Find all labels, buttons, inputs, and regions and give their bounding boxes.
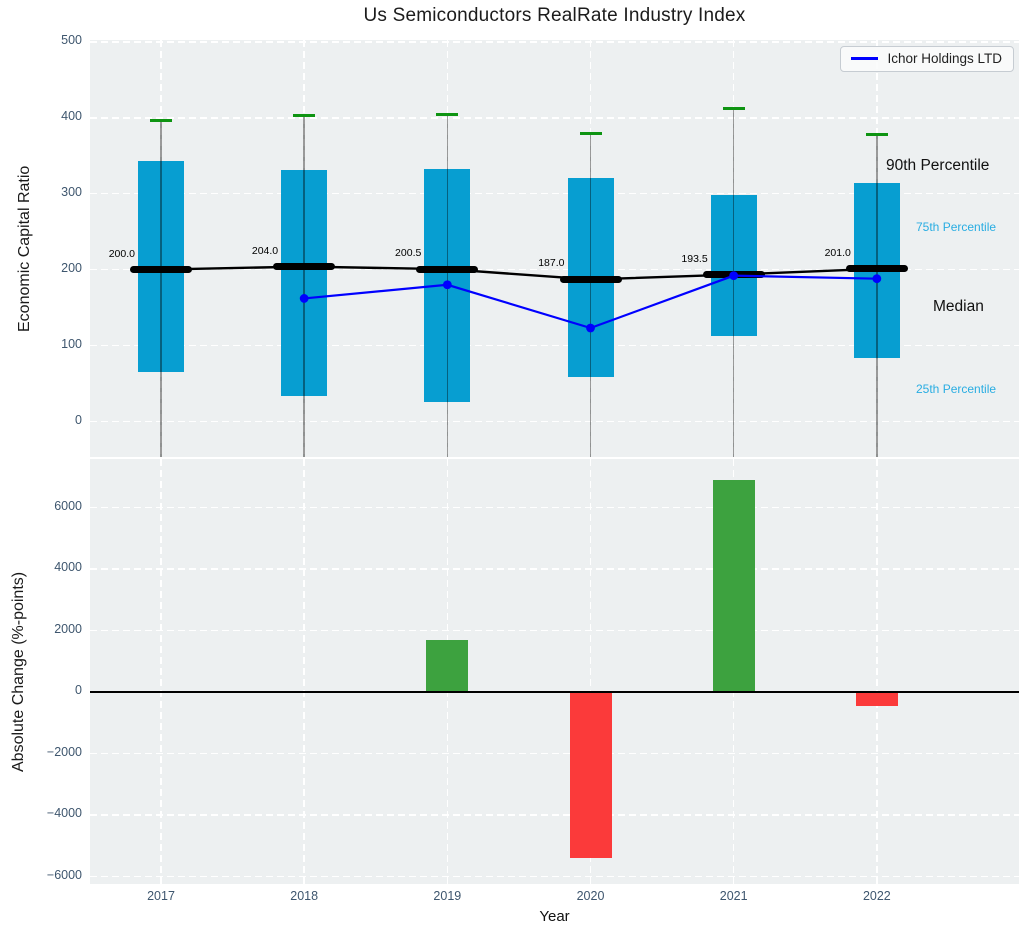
change-bar-2022 <box>855 691 898 706</box>
h-gridline <box>90 344 1019 347</box>
x-tick-label-2017: 2017 <box>147 889 175 903</box>
annotation-25th-percentile: 25th Percentile <box>916 382 997 396</box>
x-tick-label-2018: 2018 <box>290 889 319 903</box>
top-y-axis-title: Economic Capital Ratio <box>16 165 33 332</box>
zero-line <box>90 691 1019 693</box>
h-gridline <box>90 193 1019 195</box>
h-gridline <box>90 752 1019 755</box>
x-tick-label-2022: 2022 <box>862 889 891 903</box>
median-value-label-2021: 193.5 <box>681 252 708 265</box>
x-tick-label-2021: 2021 <box>719 889 748 903</box>
y-tick-label: −2000 <box>46 744 82 759</box>
h-gridline <box>90 629 1019 632</box>
y-tick-label: 100 <box>61 336 82 351</box>
h-gridline <box>90 875 1019 878</box>
p90-cap-2019 <box>436 112 459 116</box>
whisker-2020 <box>589 133 592 457</box>
median-value-label-2020: 187.0 <box>538 257 565 270</box>
p90-cap-2018 <box>293 114 316 118</box>
y-tick-label: 4000 <box>54 560 82 575</box>
change-bar-2019 <box>426 639 469 692</box>
y-tick-label: 200 <box>61 261 82 276</box>
p90-cap-2021 <box>722 107 745 111</box>
p90-cap-2017 <box>150 118 172 122</box>
whisker-2018 <box>303 115 305 457</box>
y-tick-label: 300 <box>61 185 82 200</box>
y-tick-label: −4000 <box>46 806 82 821</box>
legend-label: Ichor Holdings LTD <box>887 51 1002 66</box>
h-gridline <box>90 420 1019 423</box>
median-value-label-2017: 200.0 <box>108 247 135 260</box>
median-value-label-2022: 201.0 <box>824 246 851 259</box>
y-tick-label: 0 <box>75 683 82 698</box>
x-tick-label-2019: 2019 <box>433 889 462 903</box>
chart-title: Us Semiconductors RealRate Industry Inde… <box>363 5 746 26</box>
y-tick-label: 2000 <box>54 621 82 636</box>
v-gridline <box>876 459 878 884</box>
top-panel-boxplot: Ichor Holdings LTD 90th Percentile 75th … <box>90 40 1019 457</box>
company-line <box>304 274 877 330</box>
y-tick-label: 6000 <box>54 498 82 513</box>
company-point <box>729 271 739 281</box>
legend: Ichor Holdings LTD <box>840 46 1014 72</box>
h-gridline <box>90 814 1019 816</box>
v-gridline <box>160 459 162 884</box>
whisker-2017 <box>160 120 162 457</box>
h-gridline <box>90 41 1019 43</box>
annotation-90th-percentile: 90th Percentile <box>886 157 990 174</box>
y-tick-label: 500 <box>61 33 82 48</box>
median-value-label-2018: 204.0 <box>251 244 279 257</box>
h-gridline <box>90 117 1019 119</box>
company-point <box>442 280 452 290</box>
p90-cap-2022 <box>865 133 888 137</box>
legend-line-sample <box>851 57 879 60</box>
annotation-75th-percentile: 75th Percentile <box>916 220 997 234</box>
h-gridline <box>90 268 1019 271</box>
company-point <box>872 274 882 284</box>
bottom-y-axis-title: Absolute Change (%-points) <box>10 571 27 772</box>
v-gridline <box>589 459 592 884</box>
company-point <box>299 294 309 303</box>
p90-cap-2020 <box>579 131 602 135</box>
change-bar-2020 <box>569 691 612 859</box>
y-tick-label: 0 <box>75 412 82 427</box>
median-value-label-2019: 200.5 <box>395 247 422 260</box>
median-connector-line <box>160 265 877 281</box>
h-gridline <box>90 568 1019 570</box>
bottom-panel-bars <box>90 459 1019 884</box>
line-overlay <box>160 265 882 333</box>
h-gridline <box>90 506 1019 509</box>
y-tick-label: 400 <box>61 109 82 124</box>
company-point <box>586 323 595 333</box>
y-tick-label: −6000 <box>46 867 82 882</box>
change-bar-2021 <box>712 479 755 692</box>
x-tick-label-2020: 2020 <box>576 889 605 903</box>
x-axis-title: Year <box>539 908 570 925</box>
annotation-median: Median <box>933 298 984 315</box>
whisker-2022 <box>876 134 878 457</box>
v-gridline <box>303 459 305 884</box>
whisker-2021 <box>732 108 735 457</box>
